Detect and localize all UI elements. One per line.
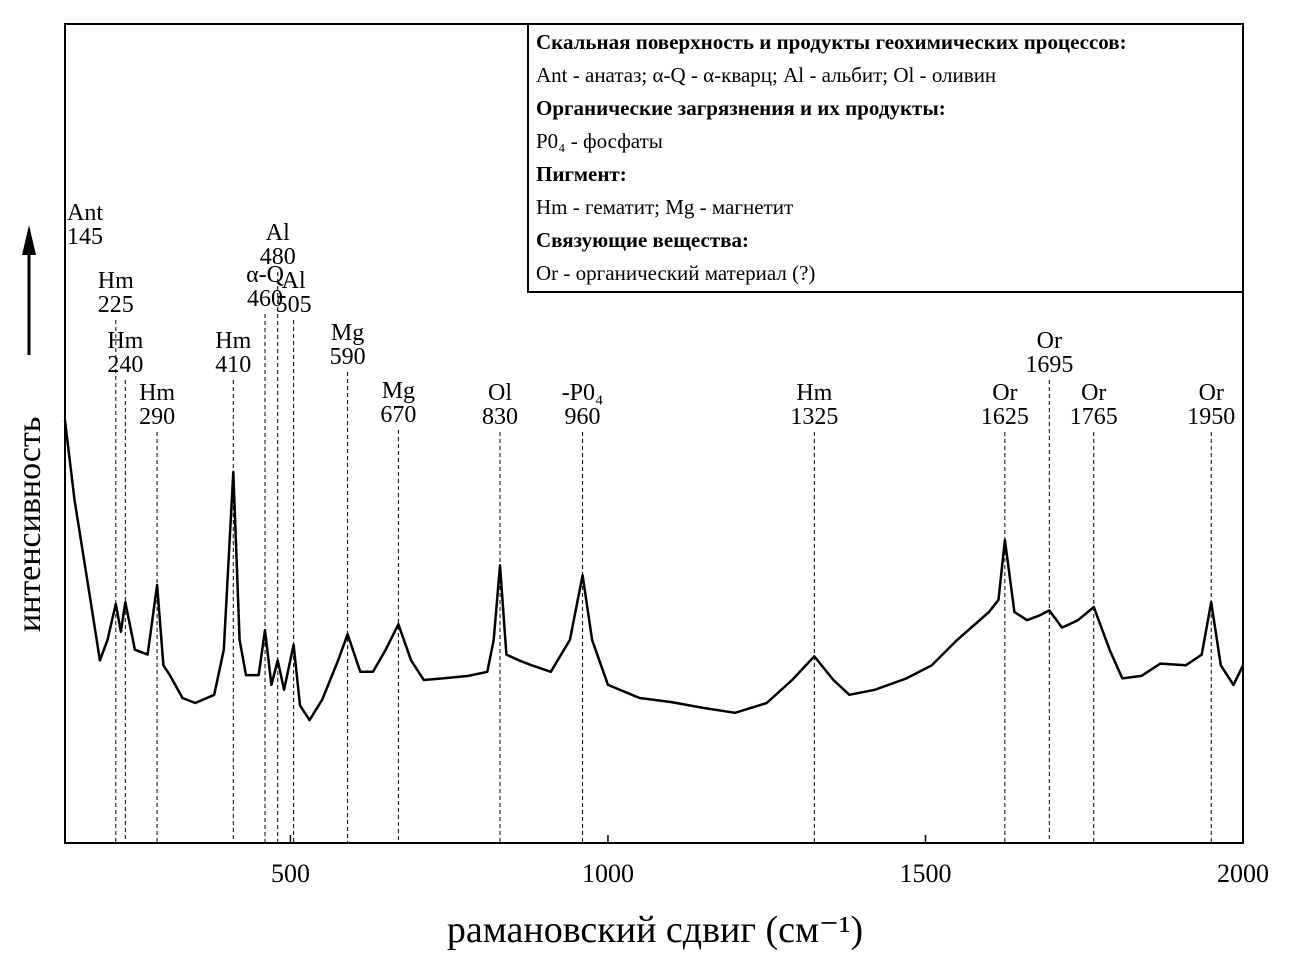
peak-position: 480 — [260, 244, 296, 270]
y-arrow-head — [22, 225, 36, 255]
x-tick-label: 2000 — [1217, 859, 1269, 888]
peak-position: 145 — [67, 224, 103, 250]
peak-label: Ol — [488, 380, 512, 406]
peak-position: 290 — [139, 404, 175, 430]
peak-position: 1950 — [1187, 404, 1235, 430]
peak-label: Ant — [67, 200, 103, 226]
peak-label: Hm — [98, 268, 134, 294]
peak-label: -P0₄ — [562, 380, 604, 406]
peak-position: 240 — [107, 352, 143, 378]
legend-box — [527, 23, 1244, 293]
peak-position: 960 — [565, 404, 601, 430]
x-tick-label: 1500 — [899, 859, 951, 888]
peak-position: 1325 — [790, 404, 838, 430]
legend-line: Связующие вещества: — [536, 228, 749, 252]
legend-line: P0₄ - фосфаты — [536, 129, 663, 153]
legend-line: Or - органический материал (?) — [536, 261, 815, 285]
y-axis-label: интенсивность — [11, 417, 48, 632]
legend-line: Пигмент: — [536, 162, 627, 186]
peak-label: Hm — [107, 328, 143, 354]
peak-label: Mg — [331, 320, 364, 346]
x-axis-label: рамановский сдвиг (см⁻¹) — [447, 909, 863, 951]
legend-line: Hm - гематит; Mg - магнетит — [536, 195, 793, 219]
y-axis-label-group: интенсивность — [11, 225, 48, 632]
peak-position: 410 — [215, 352, 251, 378]
peak-label: Hm — [796, 380, 832, 406]
peak-label: Al — [282, 268, 306, 294]
x-tick-label: 1000 — [582, 859, 634, 888]
peak-label: Hm — [139, 380, 175, 406]
legend-line: Скальная поверхность и продукты геохимич… — [536, 30, 1127, 54]
peak-label: Hm — [215, 328, 251, 354]
peak-position: 590 — [330, 344, 366, 370]
spectrum-line — [63, 420, 1245, 722]
peak-label: Or — [1199, 380, 1224, 406]
peak-position: 830 — [482, 404, 518, 430]
peak-position: 1625 — [981, 404, 1029, 430]
peak-position: 460 — [247, 286, 283, 312]
peak-position: 670 — [380, 402, 416, 428]
peak-label: Al — [266, 220, 290, 246]
peak-label: Or — [1037, 328, 1062, 354]
peak-position: 1695 — [1025, 352, 1073, 378]
peak-label: Or — [1081, 380, 1106, 406]
peak-label: Mg — [382, 378, 415, 404]
legend-line: Ant - анатаз; α-Q - α-кварц; Al - альбит… — [536, 63, 996, 87]
peak-position: 505 — [276, 292, 312, 318]
peak-position: 225 — [98, 292, 134, 318]
peak-position: 1765 — [1070, 404, 1118, 430]
peak-label: Or — [992, 380, 1017, 406]
x-tick-label: 500 — [271, 859, 310, 888]
legend-line: Органические загрязнения и их продукты: — [536, 96, 946, 120]
